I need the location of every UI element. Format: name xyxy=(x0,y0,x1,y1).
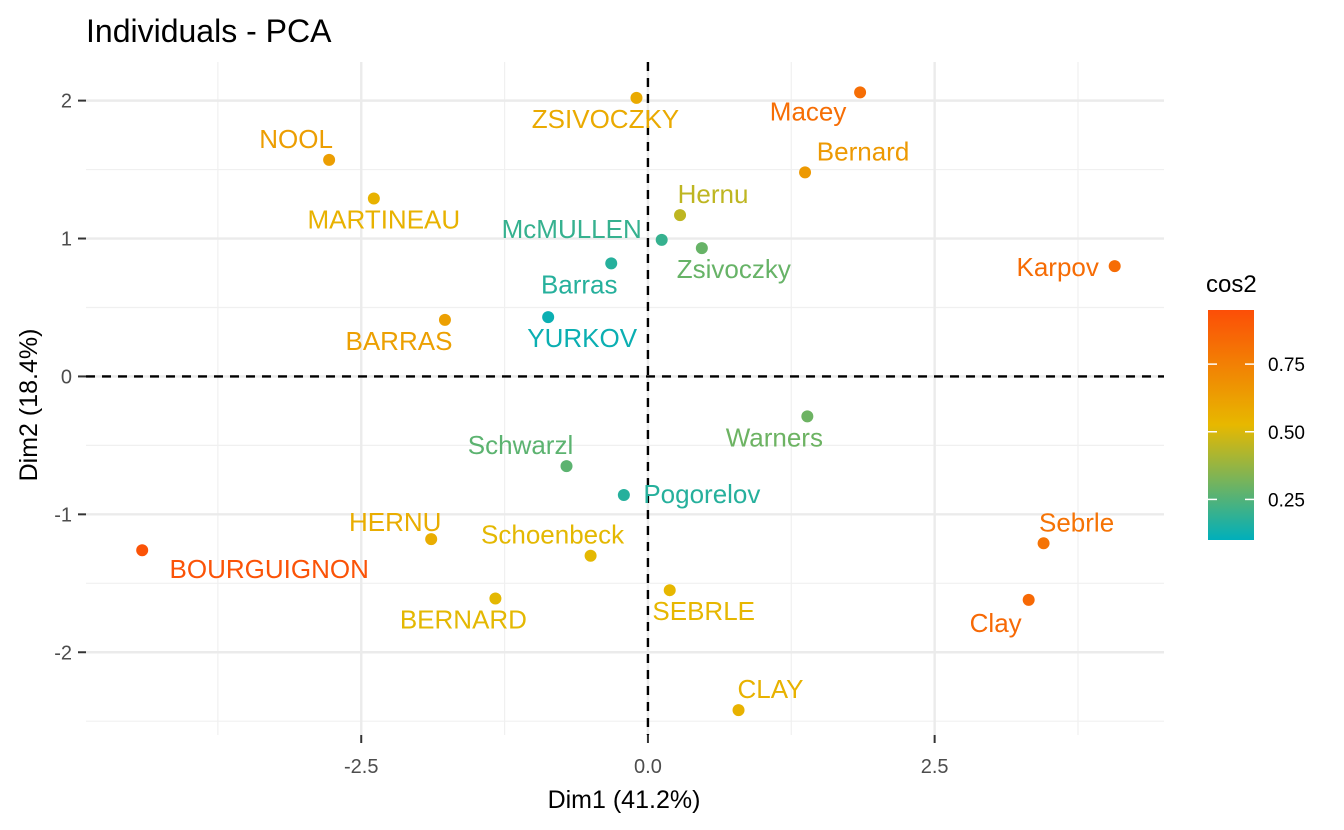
point-label: ZSIVOCZKY xyxy=(532,104,679,134)
x-axis-title: Dim1 (41.2%) xyxy=(548,786,701,814)
y-tick-label: -1 xyxy=(54,504,72,526)
data-point xyxy=(1037,537,1050,550)
point-label: Clay xyxy=(970,608,1022,638)
data-point xyxy=(801,410,814,423)
legend-title: cos2 xyxy=(1206,271,1257,298)
point-label: Sebrle xyxy=(1039,507,1114,537)
y-tick-label: -2 xyxy=(54,642,72,664)
data-point xyxy=(663,584,676,597)
point-label: Schwarzl xyxy=(468,430,573,460)
point-label: Zsivoczky xyxy=(677,254,791,284)
point-label: BERNARD xyxy=(400,604,527,634)
y-tick-label: 2 xyxy=(61,91,72,113)
y-axis: -2 -1 0 1 2 xyxy=(54,91,86,664)
point-label: MARTINEAU xyxy=(308,205,461,235)
data-point xyxy=(425,533,438,546)
y-tick-label: 1 xyxy=(61,229,72,251)
legend-tick-label: 0.50 xyxy=(1268,423,1305,444)
point-label: CLAY xyxy=(738,674,804,704)
legend-tick-label: 0.75 xyxy=(1268,355,1305,376)
data-point xyxy=(605,257,618,270)
data-point xyxy=(655,233,668,246)
data-point xyxy=(367,192,380,205)
data-point xyxy=(584,549,597,562)
data-point xyxy=(1108,260,1121,273)
data-point xyxy=(674,209,687,222)
point-label: McMULLEN xyxy=(502,214,642,244)
y-tick-label: 0 xyxy=(61,366,72,388)
data-point xyxy=(438,313,451,326)
data-point xyxy=(323,153,336,166)
legend: cos2 0.25 0.50 0.75 xyxy=(1206,271,1305,540)
point-label: BARRAS xyxy=(345,326,452,356)
data-point xyxy=(542,311,555,324)
point-label: Pogorelov xyxy=(643,479,760,509)
point-label: SEBRLE xyxy=(652,596,755,626)
point-label: NOOL xyxy=(259,124,333,154)
data-point xyxy=(617,489,630,502)
point-label: Hernu xyxy=(678,179,749,209)
point-label: Bernard xyxy=(817,136,910,166)
legend-tick-label: 0.25 xyxy=(1268,490,1305,511)
point-label: Barras xyxy=(541,269,618,299)
data-point xyxy=(695,242,708,255)
y-axis-title: Dim2 (18.4%) xyxy=(15,329,43,482)
data-point xyxy=(732,704,745,717)
data-point xyxy=(560,460,573,473)
point-label: BOURGUIGNON xyxy=(170,554,369,584)
data-point xyxy=(1022,593,1035,606)
points-layer xyxy=(136,86,1121,717)
data-point xyxy=(136,544,149,557)
point-label: Karpov xyxy=(1016,252,1098,282)
point-label: Warners xyxy=(726,422,823,452)
data-point xyxy=(489,592,502,605)
point-label: HERNU xyxy=(349,507,441,537)
data-point xyxy=(854,86,867,99)
point-label: Macey xyxy=(770,96,847,126)
chart-title: Individuals - PCA xyxy=(86,13,332,49)
x-tick-label: 0.0 xyxy=(634,756,662,778)
data-point xyxy=(630,91,643,104)
point-labels-layer: SEBRLE CLAY BERNARD YURKOV ZSIVOCZKY McMULLEN… xyxy=(170,96,1115,704)
x-tick-label: -2.5 xyxy=(344,756,378,778)
data-point xyxy=(799,166,812,179)
x-tick-label: 2.5 xyxy=(921,756,949,778)
legend-colorbar xyxy=(1208,310,1254,540)
reference-lines xyxy=(86,62,1164,735)
point-label: Schoenbeck xyxy=(481,520,625,550)
point-label: YURKOV xyxy=(527,323,637,353)
x-axis: -2.5 0.0 2.5 xyxy=(344,735,949,778)
